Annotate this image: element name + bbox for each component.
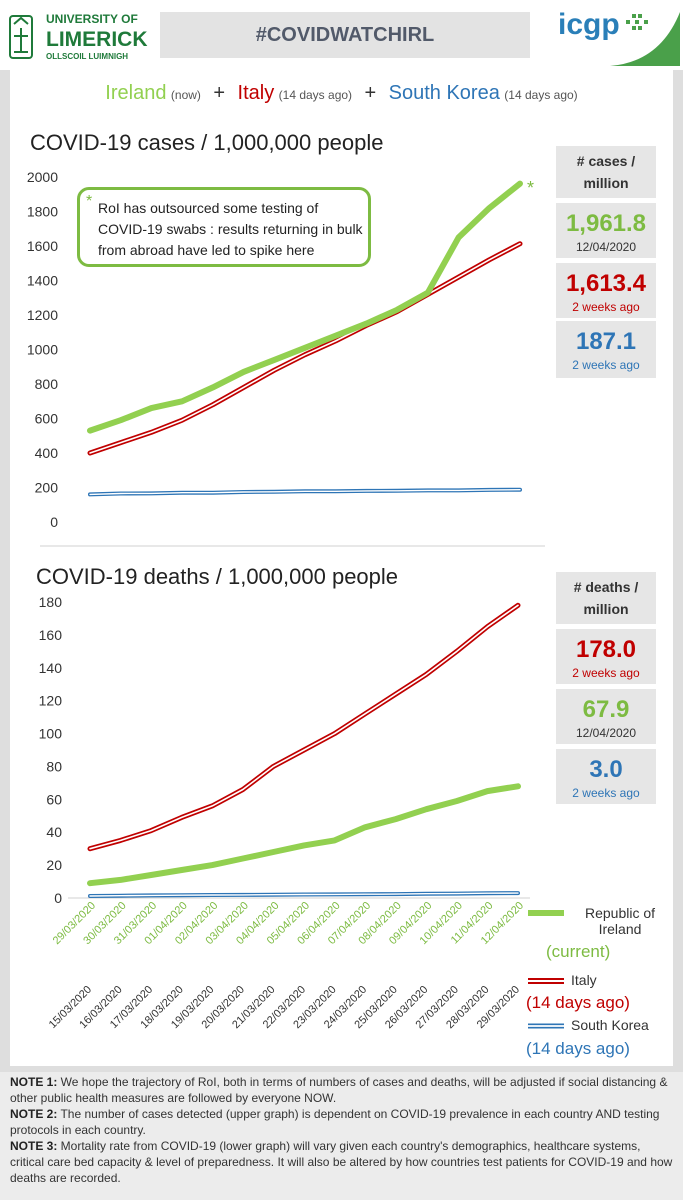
cases-italy-sub: 2 weeks ago: [572, 300, 640, 314]
ul-line2: LIMERICK: [46, 28, 148, 51]
note-2: NOTE 2: The number of cases detected (up…: [10, 1106, 675, 1138]
deaths-italy-sub: 2 weeks ago: [572, 666, 640, 680]
deaths-italy-value: 178.0: [575, 636, 637, 663]
ul-line3: OLLSCOIL LUIMNIGH: [46, 52, 128, 61]
cases-ytick-label: 0: [50, 514, 58, 530]
cases-annotation-box: * RoI has outsourced some testing of COV…: [77, 187, 371, 267]
cases-stat-head-box: # cases / million: [556, 146, 656, 198]
header-korea-note: (14 days ago): [504, 88, 578, 102]
header-ireland-note: (now): [170, 88, 201, 102]
deaths-ytick-label: 40: [46, 824, 62, 840]
notes-section: NOTE 1: We hope the trajectory of RoI, b…: [0, 1072, 683, 1200]
cases-ireland-sub: 12/04/2020: [575, 240, 637, 254]
deaths-ytick-label: 180: [39, 594, 63, 610]
legend-italy-tag: (14 days ago): [526, 993, 630, 1012]
legend-korea-tag: (14 days ago): [526, 1039, 630, 1058]
deaths-ytick-label: 160: [39, 627, 63, 643]
annotation-star: *: [86, 193, 93, 210]
deaths-korea-sub: 2 weeks ago: [572, 786, 640, 800]
legend-italy-label: Italy: [571, 972, 597, 988]
title-band: [160, 12, 530, 58]
note-3: NOTE 3: Mortality rate from COVID-19 (lo…: [10, 1138, 675, 1186]
country-legend-header: Ireland (now) + Italy (14 days ago) + So…: [0, 82, 683, 105]
legend-italy-swatch: [528, 978, 564, 984]
deaths-ytick-label: 0: [54, 890, 62, 906]
cases-stat-italy: 1,613.4 2 weeks ago: [556, 263, 656, 318]
hashtag-title: #COVIDWATCHIRL: [255, 24, 435, 46]
cases-ireland-value: 1,961.8: [565, 210, 647, 237]
deaths-korea-value: 3.0: [589, 756, 623, 783]
cases-series-ireland: [87, 180, 523, 434]
cases-ytick-label: 2000: [27, 169, 58, 185]
ireland-end-star: *: [527, 178, 535, 198]
legend-ireland-label: Republic of Ireland: [584, 905, 656, 937]
legend-ireland-swatch: [528, 910, 564, 916]
note-2-text: The number of cases detected (upper grap…: [10, 1107, 660, 1137]
deaths-ireland-sub: 12/04/2020: [575, 726, 637, 740]
header-ireland: Ireland: [105, 82, 167, 104]
icgp-cross-icon: [626, 14, 648, 30]
legend-ireland-tag: (current): [546, 942, 611, 961]
deaths-stat-ireland: 67.9 12/04/2020: [556, 689, 656, 744]
deaths-series-ireland: [87, 783, 521, 887]
deaths-ytick-label: 100: [39, 726, 63, 742]
header-italy-note: (14 days ago): [278, 88, 353, 102]
icgp-swoosh-icon: [610, 12, 680, 66]
note-2-label: NOTE 2:: [10, 1107, 58, 1121]
legend-korea-label: South Korea: [571, 1017, 649, 1033]
deaths-series-south-korea-inner: [89, 892, 519, 897]
university-of-limerick-logo: UNIVERSITY OF LIMERICK OLLSCOIL LUIMNIGH: [9, 12, 148, 61]
note-1: NOTE 1: We hope the trajectory of RoI, b…: [10, 1074, 675, 1106]
icgp-logo: icgp: [558, 8, 680, 66]
cases-stat-ireland: 1,961.8 12/04/2020: [556, 203, 656, 258]
deaths-ytick-label: 20: [46, 857, 62, 873]
cases-ytick-label: 1600: [27, 238, 58, 254]
cases-ytick-label: 600: [35, 411, 59, 427]
deaths-chart-title: COVID-19 deaths / 1,000,000 people: [36, 564, 399, 589]
cases-series-south-korea-inner: [89, 489, 521, 496]
ul-line1: UNIVERSITY OF: [46, 12, 138, 26]
cases-korea-value: 187.1: [575, 328, 637, 355]
cases-ytick-label: 1800: [27, 204, 58, 220]
legend-korea-swatch: [528, 1023, 564, 1029]
note-3-text: Mortality rate from COVID-19 (lower grap…: [10, 1139, 673, 1185]
cases-ytick-label: 1200: [27, 307, 58, 323]
cases-stat-head: # cases / million: [576, 153, 636, 191]
header: UNIVERSITY OF LIMERICK OLLSCOIL LUIMNIGH…: [0, 0, 683, 70]
header-plus-2: +: [364, 82, 377, 104]
cases-series-italy-inner: [89, 242, 521, 454]
deaths-ytick-label: 60: [46, 791, 62, 807]
cases-ytick-label: 1000: [27, 342, 58, 358]
header-italy: Italy: [237, 82, 275, 104]
cases-ytick-label: 200: [35, 480, 59, 496]
cases-ytick-label: 1400: [27, 273, 58, 289]
note-1-text: We hope the trajectory of RoI, both in t…: [10, 1075, 668, 1105]
deaths-stat-head-box: # deaths / million: [556, 572, 656, 624]
cases-stat-korea: 187.1 2 weeks ago: [556, 321, 656, 378]
cases-italy-value: 1,613.4: [565, 270, 647, 297]
deaths-stat-italy: 178.0 2 weeks ago: [556, 629, 656, 684]
deaths-stat-head: # deaths / million: [573, 579, 639, 617]
cases-korea-sub: 2 weeks ago: [572, 358, 640, 372]
icgp-text: icgp: [558, 8, 620, 41]
deaths-chart: 02040608010012014016018029/03/202030/03/…: [39, 594, 530, 1031]
note-3-label: NOTE 3:: [10, 1139, 58, 1153]
cases-ytick-label: 800: [35, 376, 59, 392]
note-1-label: NOTE 1:: [10, 1075, 58, 1089]
deaths-ytick-label: 80: [46, 758, 62, 774]
header-korea: South Korea: [388, 82, 500, 104]
deaths-stat-korea: 3.0 2 weeks ago: [556, 749, 656, 804]
cases-chart: 0 200 400 600 800 1000 1200 1400 1600 1800 2000: [27, 169, 545, 547]
header-plus: +: [213, 82, 226, 104]
annotation-text: RoI has outsourced some testing of COVID…: [98, 200, 363, 258]
deaths-series-italy-inner: [89, 604, 519, 850]
cases-chart-title: COVID-19 cases / 1,000,000 people: [30, 130, 384, 155]
deaths-ytick-label: 140: [39, 660, 63, 676]
deaths-ytick-label: 120: [39, 693, 63, 709]
cases-ytick-label: 400: [35, 445, 59, 461]
deaths-ireland-value: 67.9: [582, 696, 630, 723]
deaths-series-italy: [87, 602, 521, 852]
